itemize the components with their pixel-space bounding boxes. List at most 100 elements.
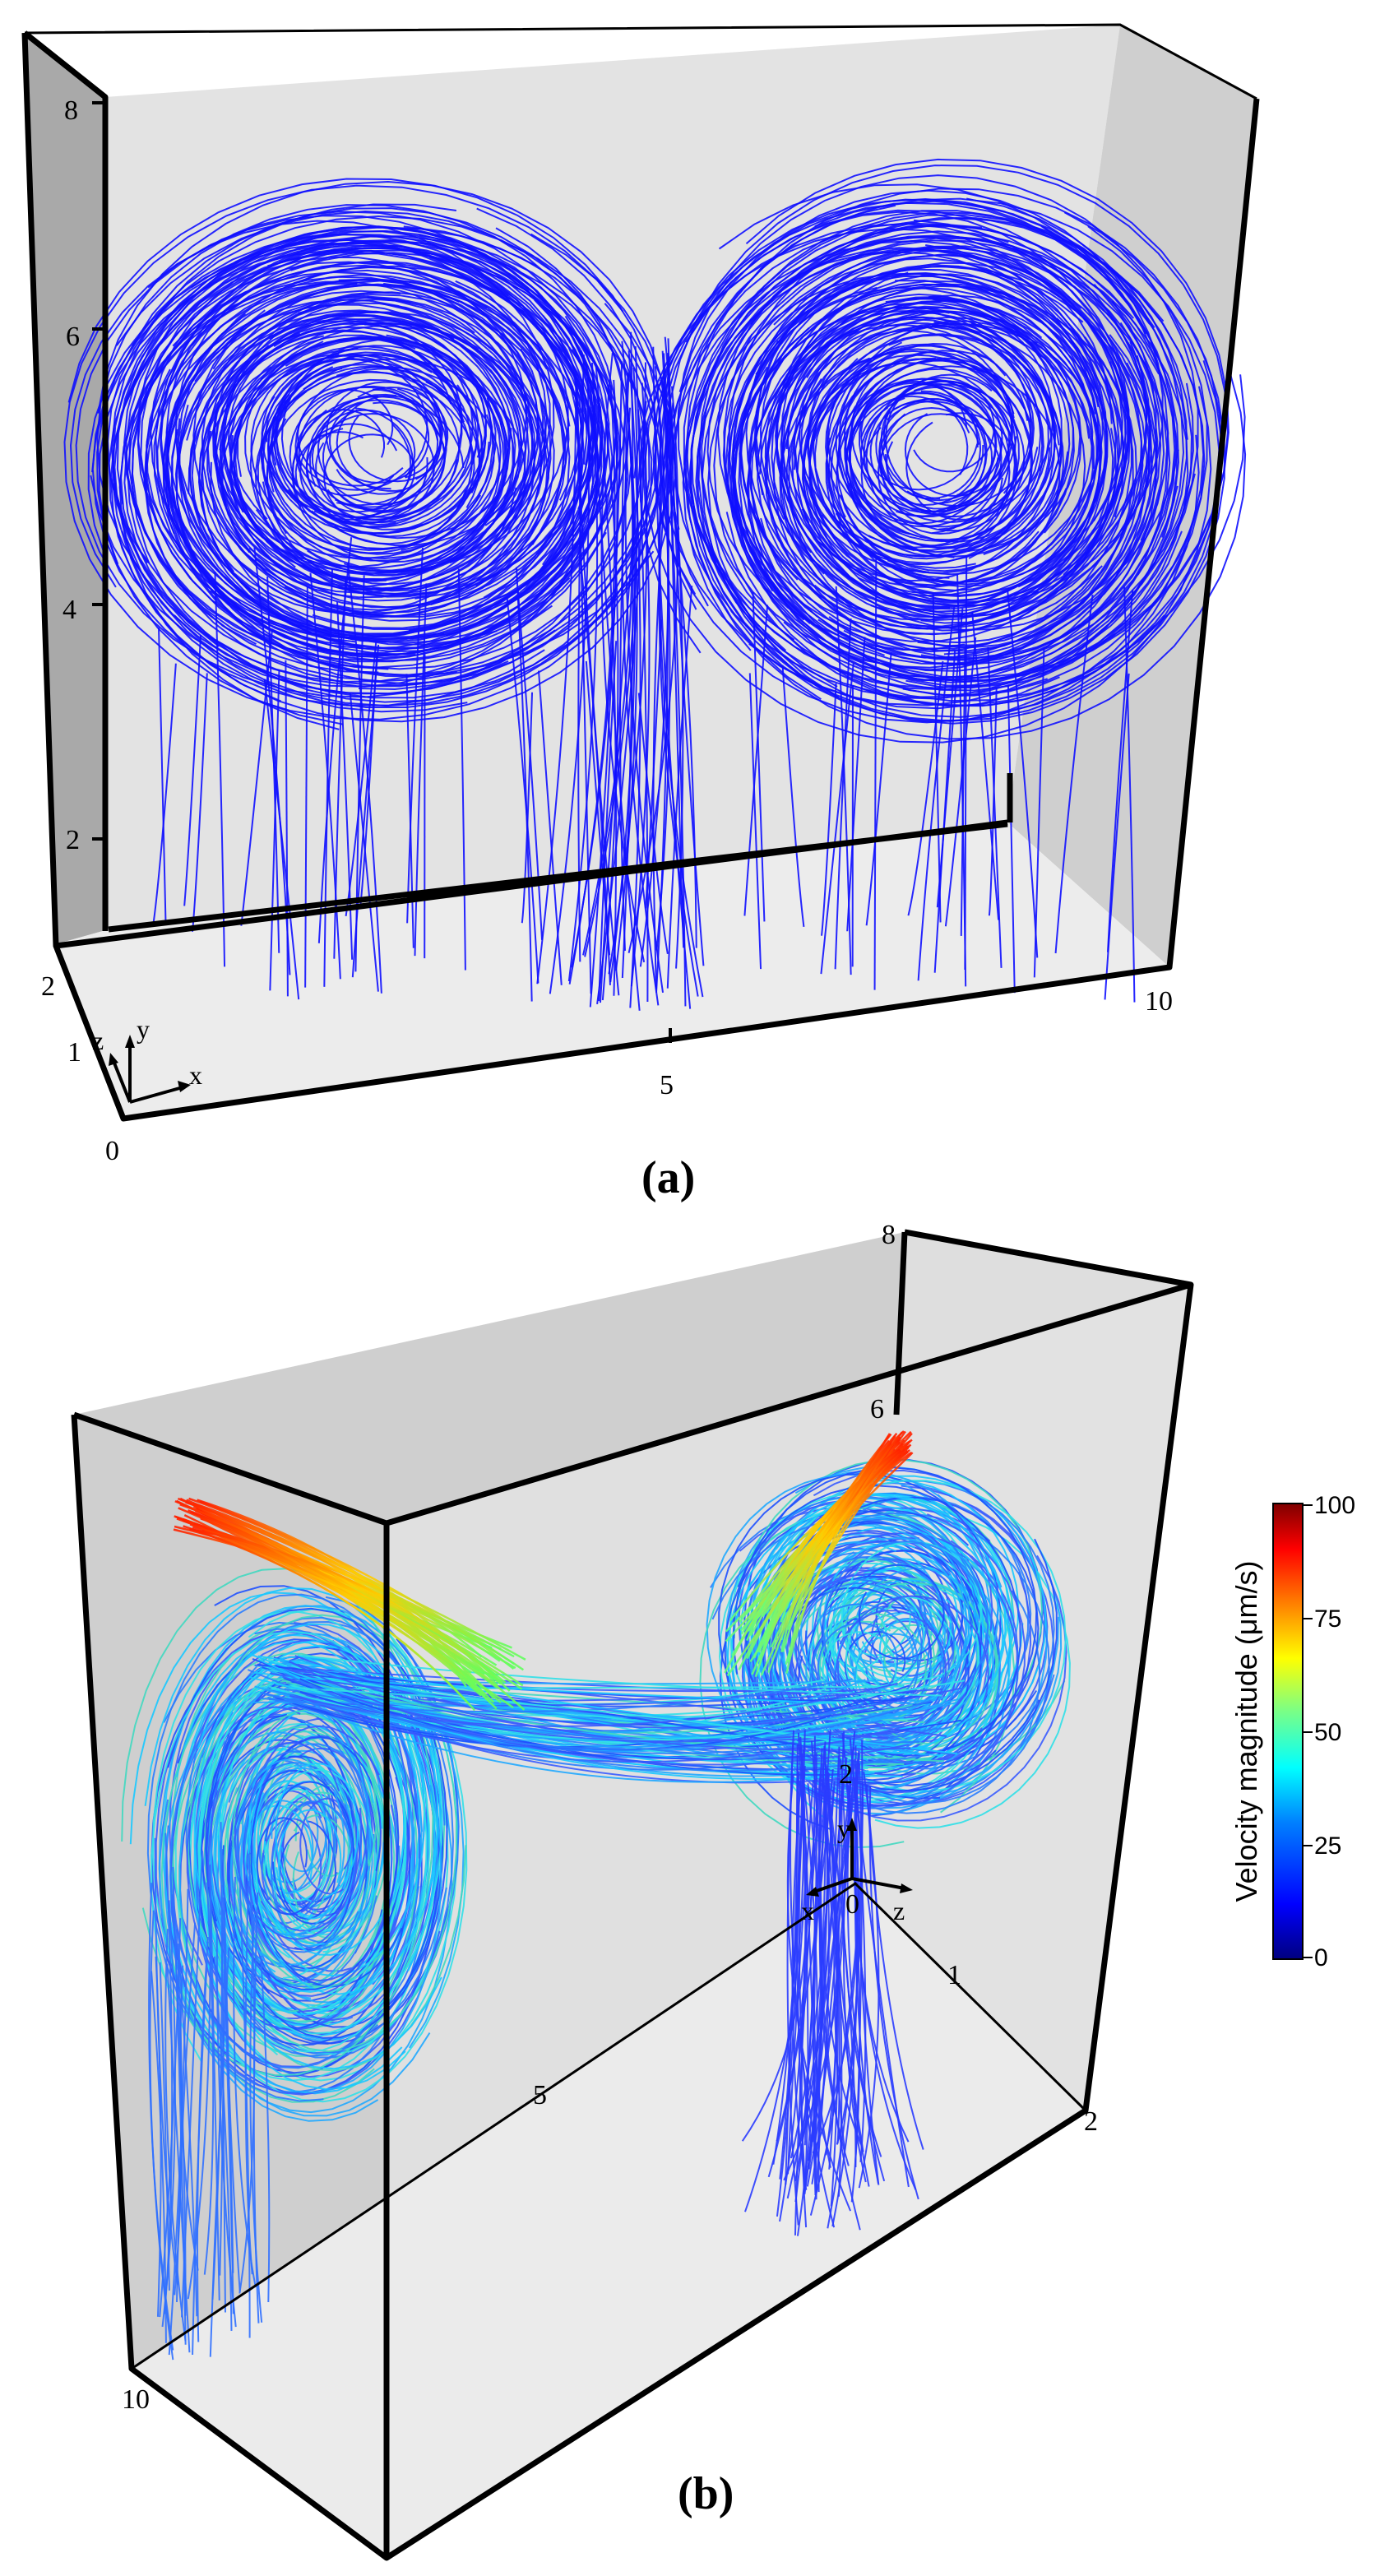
colorbar-ramp (1272, 1503, 1304, 1960)
colorbar-tick-100: 100 (1314, 1492, 1355, 1519)
streamline-b-down (822, 1784, 870, 2187)
streamline-b-left-down (219, 1969, 225, 2276)
axis-label-x-a: x (189, 1060, 202, 1090)
streamline-center (664, 336, 684, 969)
streamline-b-left-down (159, 1962, 170, 2291)
streamline-vertical (349, 692, 379, 992)
streamline-b-left (228, 1769, 355, 1995)
streamline-vertical (917, 606, 956, 981)
streamline-b-left-down (161, 1900, 176, 2328)
axis-label-z-a: z (92, 1026, 104, 1055)
streamline-vertical (821, 683, 837, 936)
streamline-left-vortex (145, 269, 597, 658)
streamline-b-left-down (151, 1971, 167, 2343)
streamlines-a (63, 158, 1247, 1011)
streamline-vertical (345, 642, 377, 917)
streamline-right-vortex (722, 219, 1132, 642)
streamline-b-left (234, 1741, 363, 1940)
streamline-left-vortex (227, 322, 474, 524)
streamline-b-left (178, 1657, 442, 2094)
streamline-b-fast-left (193, 1522, 502, 1685)
streamline-b-left (167, 1607, 448, 2039)
streamline-right-vortex (813, 298, 1071, 574)
streamline-vertical (865, 652, 892, 926)
streamline-right-vortex (780, 235, 1148, 607)
streamline-right-vortex (740, 257, 1117, 630)
streamline-right-vortex (706, 248, 1171, 698)
streamline-left-vortex (146, 215, 590, 639)
streamline-vertical (907, 660, 944, 916)
panel-b: 8 6 2 0 1 2 5 10 y x z 100 75 5 (71, 1220, 1355, 2561)
streamline-vertical (846, 637, 866, 932)
tick-z-2: 2 (41, 971, 55, 1002)
tick-b-x-5: 5 (533, 2080, 547, 2110)
streamline-right-vortex (755, 249, 1123, 613)
streamline-left-vortex (165, 244, 582, 631)
streamline-right-vortex (878, 398, 1003, 510)
streamline-right-vortex (793, 326, 1086, 609)
streamline-center (576, 380, 592, 994)
streamline-right-vortex (739, 225, 1176, 665)
streamline-right-vortex (801, 333, 1063, 619)
streamline-b-right (733, 1466, 1038, 1757)
streamline-left-vortex (289, 386, 458, 528)
ticks-a (92, 101, 672, 1043)
streamline-b-bridge (308, 1688, 830, 1741)
streamline-b-down (833, 1755, 846, 2150)
streamline-vertical (932, 592, 942, 923)
streamline-vertical (521, 692, 534, 924)
tick-b-y-2: 2 (839, 1759, 853, 1790)
streamline-left-vortex (311, 409, 416, 511)
streamline-b-left-down (177, 1944, 198, 2317)
streamline-b-bridge (289, 1682, 898, 1727)
streamline-right-vortex (848, 359, 1044, 541)
streamline-b-left-down (237, 1829, 251, 2338)
streamline-b-right (878, 1619, 942, 1682)
streamline-b-fast-right (738, 1437, 901, 1670)
streamline-vertical (506, 596, 539, 984)
streamline-right-vortex (685, 214, 1247, 740)
tick-y-2: 2 (66, 825, 80, 855)
streamline-vertical (637, 693, 669, 954)
streamline-right-vortex (723, 158, 1229, 679)
streamline-right-vortex (732, 253, 1151, 656)
streamline-left-vortex (298, 385, 439, 495)
streamline-b-left (146, 1593, 439, 2102)
streamline-right-vortex (837, 322, 1057, 549)
streamline-right-vortex (766, 299, 1114, 632)
streamline-left-vortex (229, 348, 509, 602)
streamline-center (639, 350, 669, 967)
panel-a: 8 6 4 2 2 1 0 5 10 y x z (a) (21, 23, 1260, 1203)
streamline-b-left (261, 1818, 322, 1916)
streamline-vertical (158, 627, 167, 923)
streamline-center (589, 361, 623, 1008)
streamline-b-down (794, 1775, 822, 2235)
streamline-left-vortex (315, 412, 435, 521)
streamline-b-bridge (278, 1687, 915, 1763)
tick-z-1: 1 (67, 1037, 81, 1068)
streamline-b-left-down (174, 1929, 183, 2296)
streamline-vertical (266, 576, 280, 953)
streamline-vertical (781, 665, 805, 928)
frame-a-top (24, 23, 1257, 100)
axis-label-x-b: x (801, 1896, 814, 1925)
streamline-center (549, 372, 590, 994)
streamline-left-vortex (201, 252, 591, 643)
streamline-vertical (752, 591, 766, 922)
streamline-left-vortex (323, 433, 416, 526)
streamline-center (663, 353, 687, 1007)
streamline-left-vortex (237, 322, 523, 575)
streamline-b-right (823, 1582, 998, 1744)
streamline-left-vortex (348, 386, 449, 483)
streamline-vertical (263, 679, 300, 1000)
streamline-right-vortex (725, 275, 1103, 621)
streamline-right-vortex (843, 342, 1039, 528)
streamline-b-left (206, 1642, 441, 2045)
streamline-left-vortex (112, 230, 604, 647)
colorbar-title: Velocity magnitude (μm/s) (1229, 1561, 1263, 1902)
streamline-b-left-down (238, 1853, 256, 2294)
tick-b-y-6: 6 (870, 1394, 884, 1425)
streamline-right-vortex (800, 299, 1129, 596)
colorbar-tick-75: 75 (1314, 1605, 1341, 1633)
streamline-vertical (1007, 591, 1039, 958)
